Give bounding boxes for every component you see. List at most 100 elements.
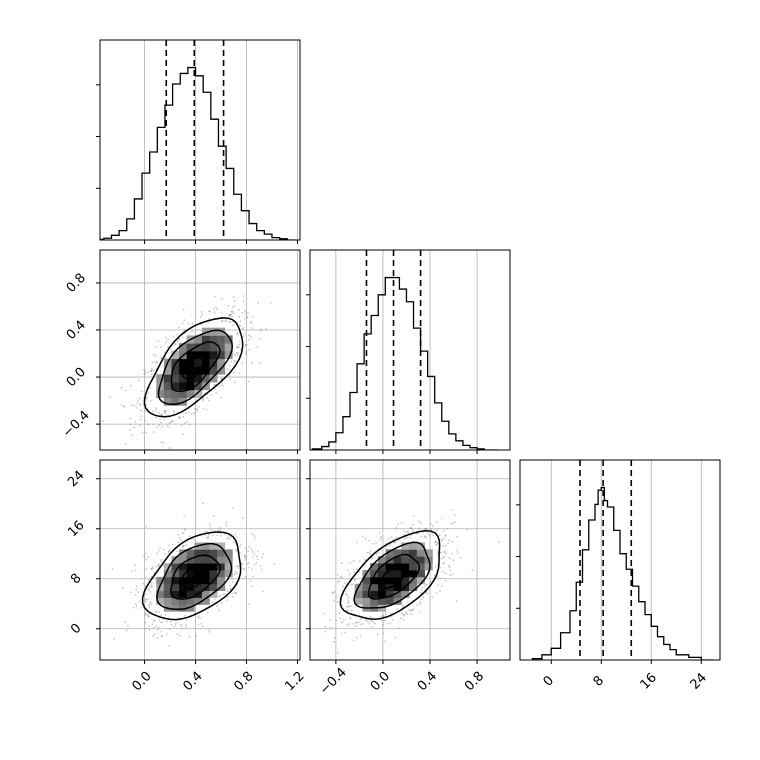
panel-frame — [309, 249, 511, 451]
scatter-point — [340, 576, 342, 578]
scatter-point — [147, 579, 150, 582]
scatter-point — [155, 408, 157, 411]
scatter-point — [412, 609, 414, 612]
scatter-point — [324, 630, 327, 633]
scatter-point — [434, 541, 437, 543]
density-cell — [224, 570, 233, 578]
contour-level-2 — [156, 543, 233, 611]
density-cell — [362, 583, 371, 592]
scatter-point — [130, 591, 132, 594]
contour-level-0 — [381, 565, 408, 590]
scatter-point — [152, 369, 155, 372]
density-cell — [401, 576, 410, 585]
scatter-point — [381, 619, 383, 622]
scatter-point — [412, 529, 415, 532]
scatter-point — [208, 310, 211, 313]
density-cell — [209, 542, 218, 550]
scatter-point — [170, 348, 172, 351]
scatter-point — [403, 537, 406, 540]
scatter-point — [447, 542, 449, 545]
scatter-point — [157, 549, 160, 552]
scatter-point — [145, 525, 148, 528]
scatter-point — [386, 622, 389, 625]
scatter-point — [230, 310, 233, 313]
scatter-point — [233, 353, 236, 356]
scatter-point — [129, 417, 132, 420]
histogram-step — [531, 486, 714, 660]
scatter-point — [329, 618, 332, 621]
contour-level-1 — [367, 553, 421, 600]
scatter-point — [227, 537, 230, 540]
scatter-point — [229, 378, 232, 381]
histogram-panel-0 — [96, 39, 301, 244]
scatter-point — [384, 640, 387, 643]
scatter-point — [218, 609, 221, 611]
density-cell — [194, 335, 203, 344]
scatter-point — [236, 572, 239, 574]
scatter-point — [181, 336, 184, 339]
scatter-point — [162, 441, 165, 444]
density-cell — [385, 590, 394, 598]
scatter-point — [175, 622, 177, 624]
scatter-point — [146, 614, 149, 617]
contour-level-2 — [353, 541, 431, 609]
scatter-point — [140, 415, 143, 418]
scatter-point — [238, 372, 241, 375]
scatter-point — [243, 557, 246, 559]
scatter-point — [371, 556, 374, 559]
y-tick-label: 0 — [68, 621, 84, 637]
scatter-point — [451, 540, 454, 543]
density-cell — [201, 576, 210, 585]
scatter-point — [229, 321, 232, 324]
scatter-point — [122, 587, 124, 590]
scatter-point — [210, 528, 213, 531]
scatter-point — [444, 535, 447, 538]
density-cell — [194, 374, 203, 383]
density-cell — [354, 597, 363, 605]
density-cell — [217, 350, 226, 360]
density-cell — [393, 590, 402, 598]
scatter-point — [436, 528, 439, 531]
x-tick-label: 0.4 — [415, 669, 440, 694]
density-cell — [186, 358, 195, 367]
density-cell — [209, 358, 218, 367]
scatter-point — [182, 532, 185, 534]
scatter-point — [395, 536, 398, 539]
scatter-point — [240, 562, 243, 565]
density-cell — [370, 583, 379, 592]
scatter-point — [238, 551, 241, 554]
density-cell — [186, 549, 195, 557]
scatter-point — [336, 573, 339, 576]
scatter-point — [187, 322, 190, 325]
scatter-point — [159, 614, 162, 617]
density-cell — [156, 576, 165, 585]
scatter-point — [201, 625, 204, 628]
density-cell — [163, 570, 172, 578]
scatter-point — [137, 591, 140, 594]
scatter-point — [412, 515, 415, 518]
scatter-point — [221, 297, 223, 300]
density-cell — [209, 570, 218, 578]
scatter-point — [436, 576, 439, 579]
density-cell — [201, 542, 210, 550]
scatter-point — [191, 413, 193, 415]
scatter-point — [160, 558, 163, 561]
density-cell — [217, 570, 226, 578]
scatter-point — [246, 317, 248, 319]
density-cell — [393, 556, 402, 564]
scatter-point — [442, 529, 445, 532]
scatter-point — [259, 338, 261, 340]
scatter-point — [150, 586, 153, 589]
scatter-point — [355, 624, 357, 627]
scatter-point — [355, 568, 358, 571]
scatter-point — [231, 311, 233, 314]
scatter-point — [182, 308, 185, 311]
scatter-point — [407, 600, 409, 603]
scatter-point — [382, 623, 385, 625]
scatter-point — [381, 613, 384, 616]
scatter-point — [109, 396, 111, 399]
scatter-point — [404, 613, 407, 615]
scatter-point — [216, 308, 219, 311]
scatter-point — [198, 405, 200, 408]
scatter-point — [196, 408, 199, 411]
